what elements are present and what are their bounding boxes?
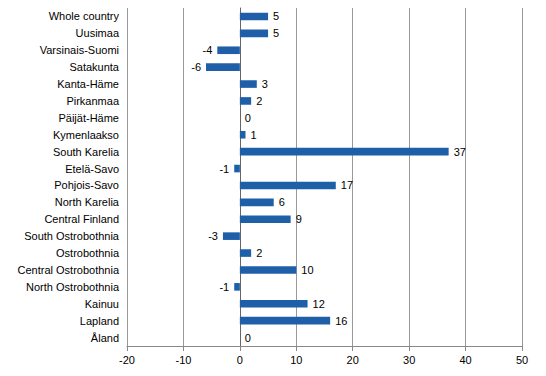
svg-text:17: 17 [341, 179, 353, 191]
svg-text:2: 2 [256, 95, 262, 107]
svg-text:Varsinais-Suomi: Varsinais-Suomi [40, 44, 119, 56]
svg-text:10: 10 [290, 354, 302, 366]
svg-text:-20: -20 [119, 354, 135, 366]
svg-text:Kainuu: Kainuu [85, 298, 119, 310]
svg-text:-3: -3 [208, 230, 218, 242]
svg-text:20: 20 [347, 354, 359, 366]
svg-text:0: 0 [245, 112, 251, 124]
svg-text:1: 1 [251, 129, 257, 141]
svg-text:6: 6 [279, 196, 285, 208]
svg-text:0: 0 [237, 354, 243, 366]
svg-text:Uusimaa: Uusimaa [76, 27, 120, 39]
svg-text:South Ostrobothnia: South Ostrobothnia [24, 230, 120, 242]
svg-text:Päijät-Häme: Päijät-Häme [58, 112, 119, 124]
svg-text:-6: -6 [191, 61, 201, 73]
svg-text:2: 2 [256, 247, 262, 259]
svg-text:-1: -1 [219, 163, 229, 175]
svg-text:37: 37 [454, 146, 466, 158]
svg-text:North Ostrobothnia: North Ostrobothnia [26, 281, 120, 293]
svg-text:-4: -4 [203, 44, 213, 56]
svg-text:12: 12 [313, 298, 325, 310]
svg-text:-10: -10 [175, 354, 191, 366]
svg-text:Pirkanmaa: Pirkanmaa [66, 95, 119, 107]
svg-text:Satakunta: Satakunta [69, 61, 119, 73]
svg-text:Kymenlaakso: Kymenlaakso [53, 129, 119, 141]
svg-text:3: 3 [262, 78, 268, 90]
svg-text:Pohjois-Savo: Pohjois-Savo [54, 179, 119, 191]
svg-text:16: 16 [335, 315, 347, 327]
svg-text:Åland: Åland [91, 332, 119, 344]
svg-text:50: 50 [516, 354, 528, 366]
svg-text:9: 9 [296, 213, 302, 225]
svg-text:0: 0 [245, 332, 251, 344]
svg-text:Central Ostrobothnia: Central Ostrobothnia [18, 264, 120, 276]
svg-text:5: 5 [273, 27, 279, 39]
svg-text:Kanta-Häme: Kanta-Häme [57, 78, 119, 90]
svg-text:North Karelia: North Karelia [55, 196, 120, 208]
svg-text:Ostrobothnia: Ostrobothnia [56, 247, 120, 259]
svg-text:30: 30 [403, 354, 415, 366]
svg-text:South Karelia: South Karelia [53, 146, 120, 158]
svg-text:Etelä-Savo: Etelä-Savo [65, 163, 119, 175]
svg-text:5: 5 [273, 10, 279, 22]
svg-text:-1: -1 [219, 281, 229, 293]
svg-text:10: 10 [301, 264, 313, 276]
svg-text:Lapland: Lapland [80, 315, 119, 327]
svg-text:Central Finland: Central Finland [44, 213, 119, 225]
svg-text:Whole country: Whole country [49, 10, 120, 22]
svg-text:40: 40 [459, 354, 471, 366]
